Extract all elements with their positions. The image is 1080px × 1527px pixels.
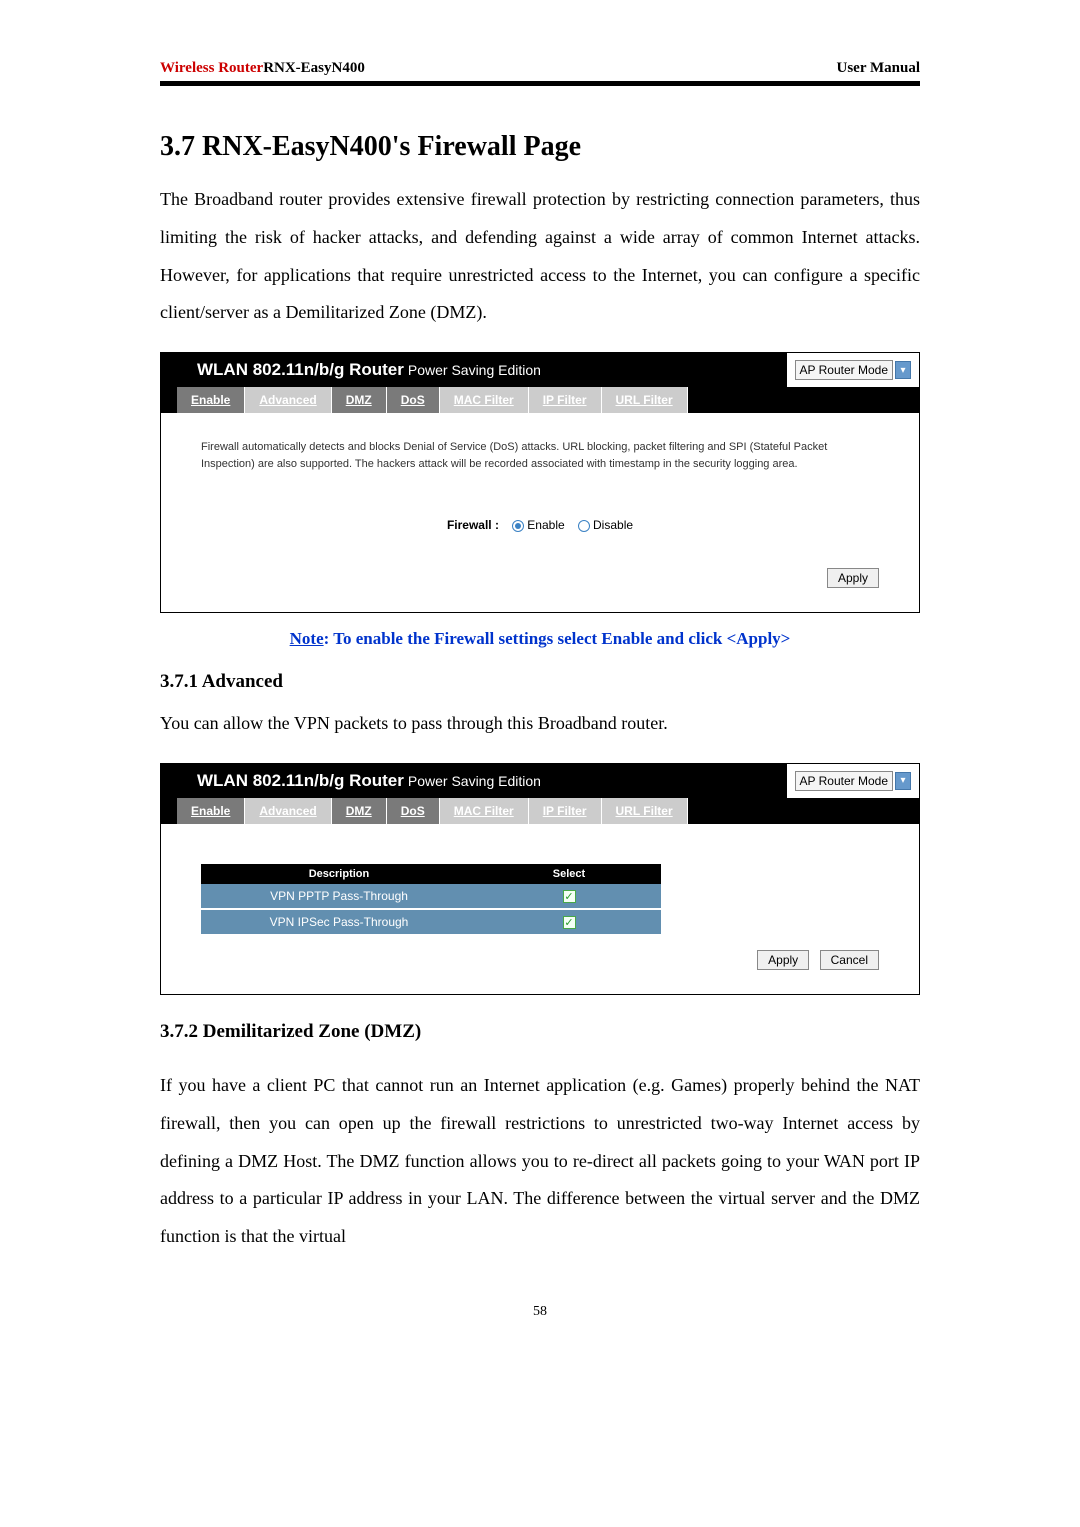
tab2-urlfilter[interactable]: URL Filter	[602, 798, 688, 824]
apply-button[interactable]: Apply	[827, 568, 879, 588]
th-select: Select	[477, 864, 661, 884]
note-text: : To enable the Firewall settings select…	[324, 629, 791, 648]
router-title-light: Power Saving Edition	[408, 362, 541, 378]
radio-enable[interactable]	[512, 520, 524, 532]
mode-value-2: AP Router Mode	[795, 771, 894, 791]
chevron-down-icon-2: ▾	[895, 772, 911, 790]
tab2-dmz[interactable]: DMZ	[332, 798, 387, 824]
page-header: Wireless RouterRNX-EasyN400 User Manual	[160, 60, 920, 86]
tab-advanced[interactable]: Advanced	[245, 387, 331, 413]
dmz-text: If you have a client PC that cannot run …	[160, 1067, 920, 1256]
mode-dropdown-2[interactable]: AP Router Mode ▾	[787, 771, 920, 791]
tab-dos[interactable]: DoS	[387, 387, 440, 413]
tab-urlfilter[interactable]: URL Filter	[602, 387, 688, 413]
subsection-advanced: 3.7.1 Advanced	[160, 671, 920, 693]
header-left: Wireless RouterRNX-EasyN400	[160, 60, 365, 77]
router-title-bold-2: WLAN 802.11n/b/g Router	[197, 771, 404, 791]
firewall-label: Firewall :	[447, 518, 499, 532]
router-title-light-2: Power Saving Edition	[408, 773, 541, 789]
header-right: User Manual	[837, 60, 920, 77]
chevron-down-icon: ▾	[895, 361, 911, 379]
intro-paragraph: The Broadband router provides extensive …	[160, 181, 920, 332]
tab-enable[interactable]: Enable	[177, 387, 245, 413]
note-line: Note: To enable the Firewall settings se…	[160, 629, 920, 649]
page-number: 58	[0, 1304, 1080, 1320]
note-underline: Note	[290, 629, 324, 648]
cell-pptp-select: ✓	[477, 884, 661, 909]
checkbox-pptp[interactable]: ✓	[563, 890, 576, 903]
th-description: Description	[201, 864, 477, 884]
tab2-ipfilter[interactable]: IP Filter	[529, 798, 602, 824]
tab-dmz[interactable]: DMZ	[332, 387, 387, 413]
router-title-bar: WLAN 802.11n/b/g Router Power Saving Edi…	[161, 353, 787, 387]
router-title-bar-2: WLAN 802.11n/b/g Router Power Saving Edi…	[161, 764, 787, 798]
tab-strip-2: Enable Advanced DMZ DoS MAC Filter IP Fi…	[161, 798, 919, 824]
mode-dropdown[interactable]: AP Router Mode ▾	[787, 360, 920, 380]
tab2-enable[interactable]: Enable	[177, 798, 245, 824]
row-pptp: VPN PPTP Pass-Through	[201, 884, 477, 909]
mode-value: AP Router Mode	[795, 360, 894, 380]
radio-enable-label: Enable	[527, 518, 564, 532]
header-red: Wireless Router	[160, 60, 263, 76]
tab2-macfilter[interactable]: MAC Filter	[440, 798, 529, 824]
advanced-text: You can allow the VPN packets to pass th…	[160, 705, 920, 743]
firewall-description: Firewall automatically detects and block…	[201, 439, 879, 472]
radio-disable-label: Disable	[593, 518, 633, 532]
advanced-router-panel: WLAN 802.11n/b/g Router Power Saving Edi…	[160, 763, 920, 995]
row-ipsec: VPN IPSec Pass-Through	[201, 909, 477, 935]
router-title-bold: WLAN 802.11n/b/g Router	[197, 360, 404, 380]
subsection-dmz: 3.7.2 Demilitarized Zone (DMZ)	[160, 1021, 920, 1043]
tab-strip: Enable Advanced DMZ DoS MAC Filter IP Fi…	[161, 387, 919, 413]
firewall-router-panel: WLAN 802.11n/b/g Router Power Saving Edi…	[160, 352, 920, 613]
radio-disable[interactable]	[578, 520, 590, 532]
section-title: 3.7 RNX-EasyN400's Firewall Page	[160, 131, 920, 163]
tab2-dos[interactable]: DoS	[387, 798, 440, 824]
tab-macfilter[interactable]: MAC Filter	[440, 387, 529, 413]
header-black: RNX-EasyN400	[263, 60, 365, 76]
tab2-advanced[interactable]: Advanced	[245, 798, 331, 824]
firewall-radio-row: Firewall : Enable Disable	[201, 518, 879, 532]
vpn-passthrough-table: Description Select VPN PPTP Pass-Through…	[201, 864, 661, 936]
cell-ipsec-select: ✓	[477, 909, 661, 935]
cancel-button[interactable]: Cancel	[820, 950, 879, 970]
apply-button-2[interactable]: Apply	[757, 950, 809, 970]
tab-ipfilter[interactable]: IP Filter	[529, 387, 602, 413]
checkbox-ipsec[interactable]: ✓	[563, 916, 576, 929]
